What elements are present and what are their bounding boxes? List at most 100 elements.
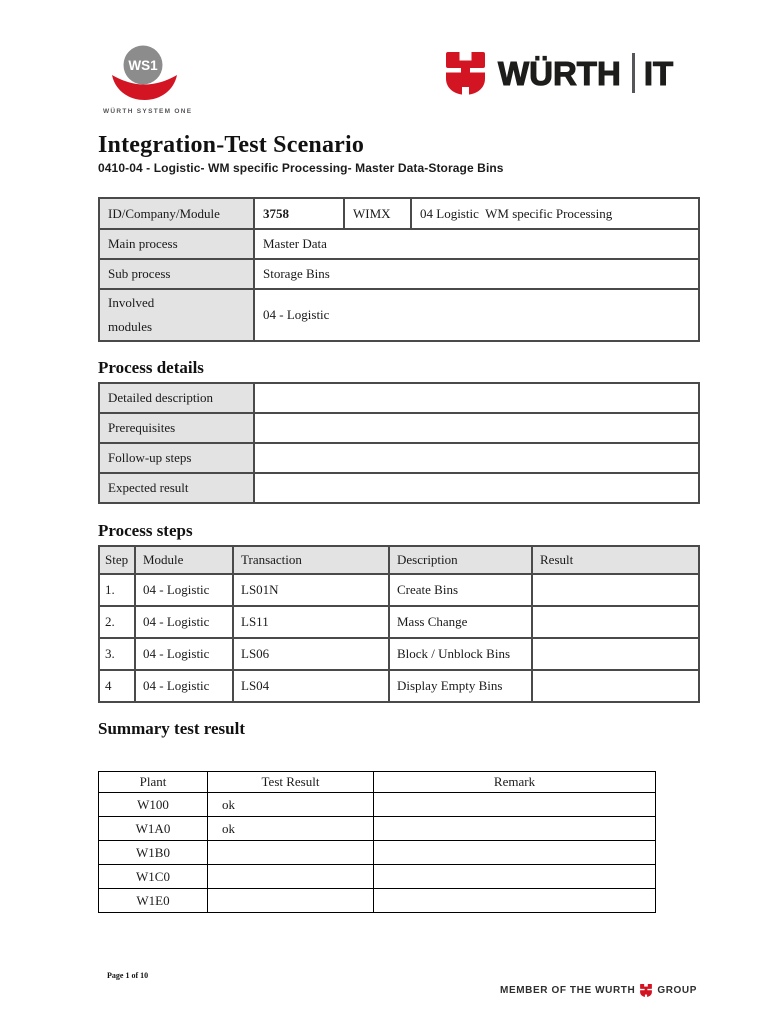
- table-row: Detailed description: [98, 382, 700, 414]
- step-result: [531, 669, 700, 703]
- table-row: W1B0: [98, 840, 656, 865]
- step-description: Display Empty Bins: [388, 669, 533, 703]
- plant-remark: [373, 864, 656, 889]
- table-row: Follow-up steps: [98, 442, 700, 474]
- table-row: 3. 04 - Logistic LS06 Block / Unblock Bi…: [98, 637, 700, 671]
- member-of-wuerth-group: MEMBER OF THE WURTH GROUP: [500, 984, 697, 997]
- step-transaction: LS04: [232, 669, 390, 703]
- ws1-monogram: WS1: [128, 58, 158, 73]
- plant-remark: [373, 816, 656, 841]
- col-header-result: Result: [531, 545, 700, 575]
- prerequisites-label: Prerequisites: [98, 412, 255, 444]
- plant-code: W100: [98, 792, 208, 817]
- page-title: Integration-Test Scenario: [98, 132, 365, 158]
- col-header-test-result: Test Result: [207, 771, 374, 793]
- table-row: 4 04 - Logistic LS04 Display Empty Bins: [98, 669, 700, 703]
- step-module: 04 - Logistic: [134, 669, 234, 703]
- scenario-id: 3758: [253, 197, 345, 230]
- step-result: [531, 605, 700, 639]
- process-steps-table: Step Module Transaction Description Resu…: [98, 545, 700, 703]
- table-header-row: Step Module Transaction Description Resu…: [98, 545, 700, 575]
- table-row: ID/Company/Module 3758 WIMX 04 Logistic …: [98, 197, 700, 230]
- wuerth-group-icon: [640, 984, 653, 997]
- plant-remark: [373, 888, 656, 913]
- member-text-suffix: GROUP: [657, 985, 697, 996]
- table-header-row: Plant Test Result Remark: [98, 771, 656, 793]
- step-result: [531, 637, 700, 671]
- member-text-prefix: MEMBER OF THE WURTH: [500, 985, 636, 996]
- table-row: Prerequisites: [98, 412, 700, 444]
- main-process-value: Master Data: [253, 228, 700, 260]
- col-header-transaction: Transaction: [232, 545, 390, 575]
- table-row: Sub process Storage Bins: [98, 258, 700, 290]
- step-number: 3.: [98, 637, 136, 671]
- step-description: Block / Unblock Bins: [388, 637, 533, 671]
- plant-code: W1B0: [98, 840, 208, 865]
- company-code: WIMX: [343, 197, 412, 230]
- process-steps-heading: Process steps: [98, 521, 193, 540]
- step-number: 1.: [98, 573, 136, 607]
- plant-code: W1C0: [98, 864, 208, 889]
- process-details-heading: Process details: [98, 358, 204, 377]
- page-subtitle: 0410-04 - Logistic- WM specific Processi…: [98, 161, 504, 175]
- step-number: 4: [98, 669, 136, 703]
- page-number: Page 1 of 10: [107, 971, 149, 980]
- table-row: Expected result: [98, 472, 700, 504]
- table-row: W1C0: [98, 864, 656, 889]
- step-transaction: LS06: [232, 637, 390, 671]
- col-header-step: Step: [98, 545, 136, 575]
- involved-modules-value: 04 - Logistic: [253, 288, 700, 342]
- table-row: W100 ok: [98, 792, 656, 817]
- wuerth-shield-icon: [446, 51, 485, 95]
- step-module: 04 - Logistic: [134, 573, 234, 607]
- expected-result-label: Expected result: [98, 472, 255, 504]
- table-row: 1. 04 - Logistic LS01N Create Bins: [98, 573, 700, 607]
- module-name: 04 Logistic WM specific Processing: [410, 197, 700, 230]
- col-header-module: Module: [134, 545, 234, 575]
- sub-process-value: Storage Bins: [253, 258, 700, 290]
- summary-heading: Summary test result: [98, 719, 245, 738]
- id-company-module-table: ID/Company/Module 3758 WIMX 04 Logistic …: [98, 197, 700, 342]
- col-header-remark: Remark: [373, 771, 656, 793]
- follow-up-steps-label: Follow-up steps: [98, 442, 255, 474]
- ws1-logo: WS1 WÜRTH SYSTEM ONE: [103, 44, 198, 115]
- wuerth-it-logo: WÜRTH IT: [446, 50, 674, 96]
- step-transaction: LS11: [232, 605, 390, 639]
- table-row: W1E0: [98, 888, 656, 913]
- table-row: Involved modules 04 - Logistic: [98, 288, 700, 342]
- plant-test-result: [207, 888, 374, 913]
- table-row: W1A0 ok: [98, 816, 656, 841]
- step-description: Create Bins: [388, 573, 533, 607]
- ws1-logo-icon: WS1: [112, 45, 177, 100]
- step-module: 04 - Logistic: [134, 637, 234, 671]
- sub-process-label: Sub process: [98, 258, 255, 290]
- table-row: Main process Master Data: [98, 228, 700, 260]
- plant-test-result: ok: [207, 792, 374, 817]
- plant-code: W1A0: [98, 816, 208, 841]
- plant-remark: [373, 792, 656, 817]
- process-details-table: Detailed description Prerequisites Follo…: [98, 382, 700, 504]
- plant-remark: [373, 840, 656, 865]
- plant-test-result: ok: [207, 816, 374, 841]
- wuerth-brand-text: WÜRTH: [497, 54, 621, 92]
- detailed-description-label: Detailed description: [98, 382, 255, 414]
- follow-up-steps-value: [253, 442, 700, 474]
- step-description: Mass Change: [388, 605, 533, 639]
- wuerth-it-unit-text: IT: [643, 54, 674, 92]
- involved-modules-label: Involved modules: [98, 288, 255, 342]
- logo-divider-bar: [631, 53, 635, 93]
- plant-test-result: [207, 864, 374, 889]
- table-row: 2. 04 - Logistic LS11 Mass Change: [98, 605, 700, 639]
- ws1-caption: WÜRTH SYSTEM ONE: [103, 108, 193, 115]
- col-header-plant: Plant: [98, 771, 208, 793]
- step-transaction: LS01N: [232, 573, 390, 607]
- detailed-description-value: [253, 382, 700, 414]
- step-module: 04 - Logistic: [134, 605, 234, 639]
- main-process-label: Main process: [98, 228, 255, 260]
- id-row-label: ID/Company/Module: [98, 197, 255, 230]
- step-result: [531, 573, 700, 607]
- prerequisites-value: [253, 412, 700, 444]
- summary-test-result-table: Plant Test Result Remark W100 ok W1A0 ok…: [98, 771, 656, 913]
- col-header-description: Description: [388, 545, 533, 575]
- step-number: 2.: [98, 605, 136, 639]
